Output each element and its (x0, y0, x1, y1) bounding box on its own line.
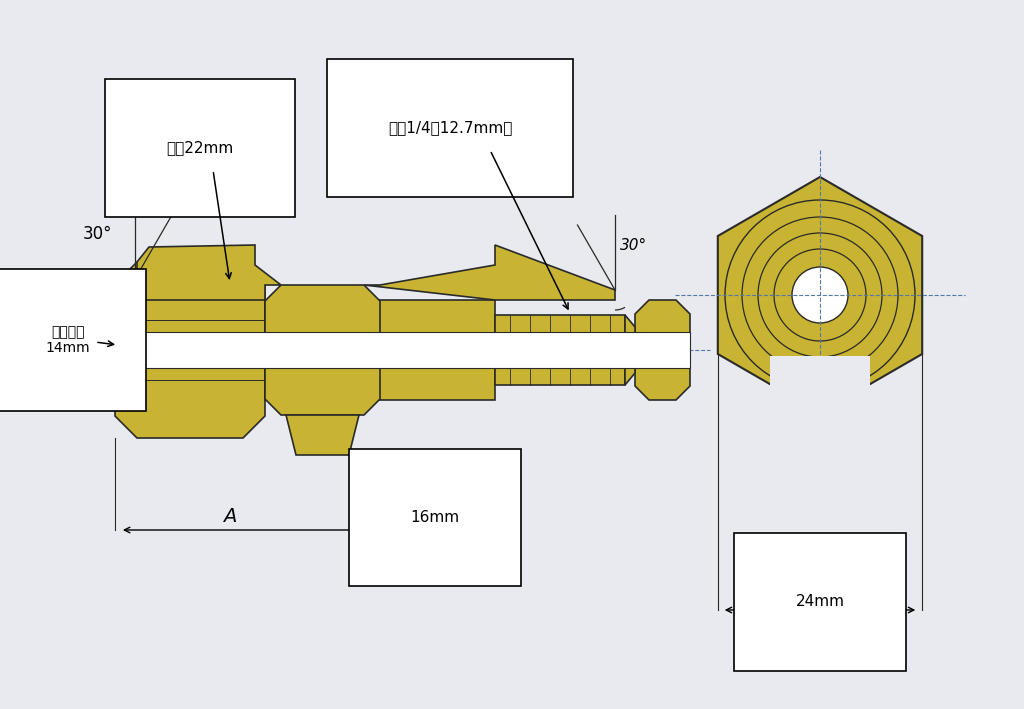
Text: 24mm: 24mm (796, 595, 845, 610)
Text: 16mm: 16mm (411, 510, 460, 525)
Polygon shape (115, 262, 265, 438)
Text: 外径1/4（12.7mm）: 外径1/4（12.7mm） (388, 121, 512, 135)
Polygon shape (286, 415, 359, 455)
Text: 外径22mm: 外径22mm (166, 140, 233, 155)
Text: 軸受内径
14mm: 軸受内径 14mm (46, 325, 90, 355)
Polygon shape (137, 245, 281, 300)
Text: 30°: 30° (620, 238, 647, 253)
Polygon shape (635, 300, 690, 400)
Polygon shape (265, 285, 380, 415)
Polygon shape (265, 300, 495, 400)
Polygon shape (718, 177, 923, 413)
Polygon shape (364, 245, 615, 300)
Polygon shape (115, 332, 690, 368)
Text: 30°: 30° (83, 225, 113, 243)
Text: A: A (223, 507, 237, 526)
Polygon shape (625, 315, 635, 385)
Polygon shape (770, 356, 870, 610)
Polygon shape (495, 315, 625, 385)
Circle shape (792, 267, 848, 323)
